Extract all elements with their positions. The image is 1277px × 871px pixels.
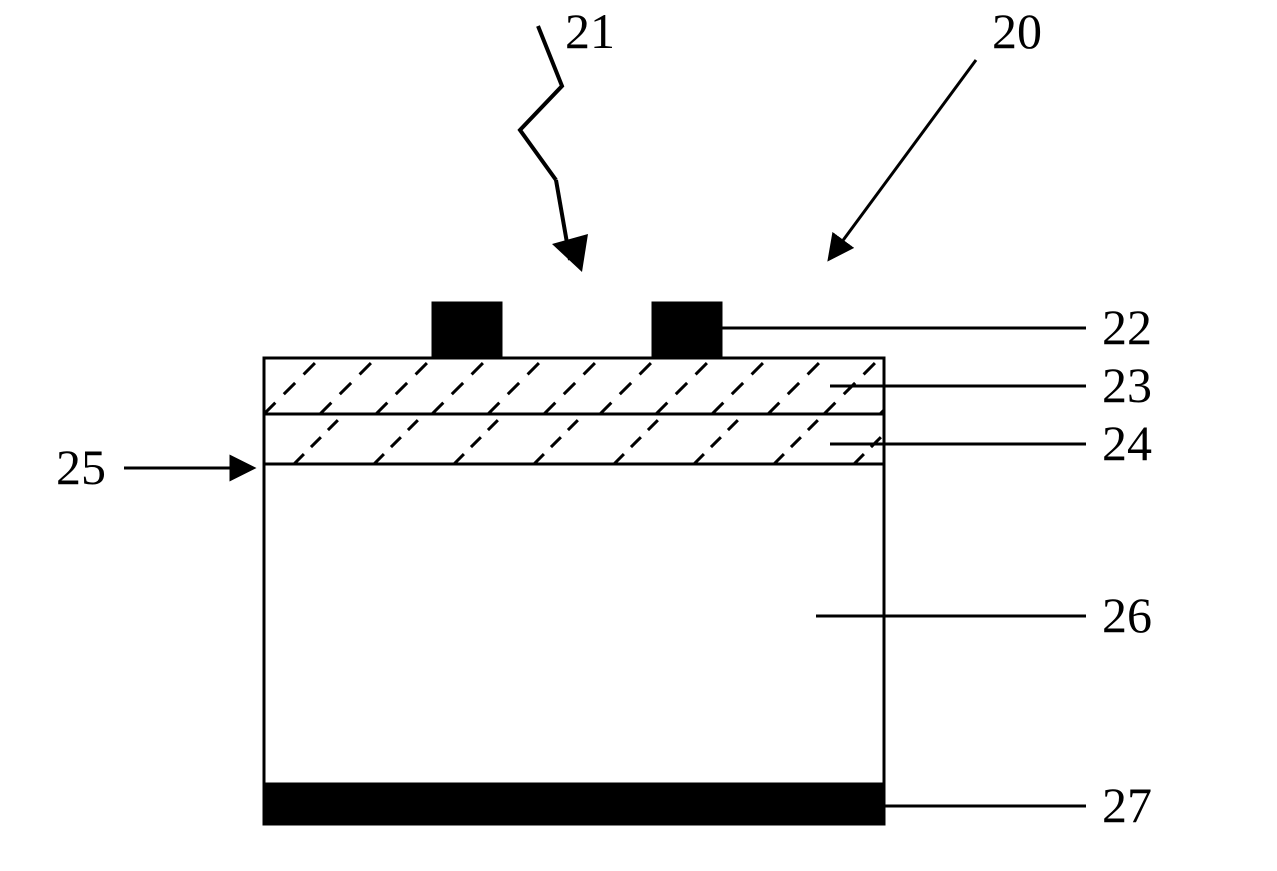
incident-light-arrow bbox=[520, 26, 588, 272]
leader-20 bbox=[830, 60, 976, 258]
top-contact-1 bbox=[652, 302, 722, 358]
label-25: 25 bbox=[56, 439, 106, 495]
layer-substrate bbox=[264, 464, 884, 784]
label-20: 20 bbox=[992, 3, 1042, 59]
label-24: 24 bbox=[1102, 415, 1152, 471]
layer-field bbox=[214, 414, 904, 464]
label-21: 21 bbox=[565, 3, 615, 59]
schematic-diagram: 21 20 222324 25 26 27 bbox=[0, 0, 1277, 871]
label-26: 26 bbox=[1102, 587, 1152, 643]
layer-stack bbox=[208, 358, 992, 824]
layer-back bbox=[264, 784, 884, 824]
label-23: 23 bbox=[1102, 357, 1152, 413]
top-contact-0 bbox=[432, 302, 502, 358]
label-27: 27 bbox=[1102, 777, 1152, 833]
label-22: 22 bbox=[1102, 299, 1152, 355]
top-contacts bbox=[432, 302, 722, 358]
